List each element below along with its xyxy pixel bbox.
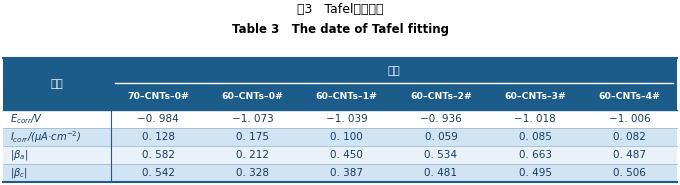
Text: −1. 073: −1. 073 xyxy=(232,114,273,124)
Bar xyxy=(488,128,582,146)
Bar xyxy=(111,128,205,146)
Bar xyxy=(205,146,300,164)
Bar xyxy=(205,110,300,128)
Text: 0. 212: 0. 212 xyxy=(236,150,269,160)
Bar xyxy=(488,83,582,110)
Text: 60–CNTs–4#: 60–CNTs–4# xyxy=(598,92,660,101)
Bar xyxy=(300,128,394,146)
Text: 0. 387: 0. 387 xyxy=(330,168,363,178)
Bar xyxy=(582,164,677,182)
Bar xyxy=(488,146,582,164)
Text: 0. 487: 0. 487 xyxy=(613,150,646,160)
Text: −1. 018: −1. 018 xyxy=(514,114,556,124)
Bar xyxy=(111,83,205,110)
Text: 0. 100: 0. 100 xyxy=(330,132,363,142)
Text: 60–CNTs–3#: 60–CNTs–3# xyxy=(505,92,566,101)
Bar xyxy=(3,110,111,128)
Bar xyxy=(394,128,488,146)
Bar xyxy=(111,146,205,164)
Bar xyxy=(300,110,394,128)
Text: −1. 039: −1. 039 xyxy=(326,114,368,124)
Bar xyxy=(394,110,488,128)
Bar xyxy=(394,164,488,182)
Bar xyxy=(111,110,205,128)
Text: |$\beta_c$|: |$\beta_c$| xyxy=(10,166,28,180)
Bar xyxy=(394,83,488,110)
Bar xyxy=(3,58,111,110)
Bar xyxy=(111,58,677,83)
Text: 0. 481: 0. 481 xyxy=(424,168,458,178)
Text: 项目: 项目 xyxy=(51,79,64,89)
Text: −1. 006: −1. 006 xyxy=(609,114,650,124)
Text: 0. 082: 0. 082 xyxy=(613,132,646,142)
Text: 70–CNTs–0#: 70–CNTs–0# xyxy=(127,92,189,101)
Bar xyxy=(488,110,582,128)
Bar xyxy=(582,110,677,128)
Text: 0. 059: 0. 059 xyxy=(424,132,458,142)
Bar xyxy=(582,83,677,110)
Text: 样品: 样品 xyxy=(388,66,401,76)
Bar xyxy=(111,164,205,182)
Text: 0. 328: 0. 328 xyxy=(236,168,269,178)
Bar xyxy=(3,146,111,164)
Text: 0. 495: 0. 495 xyxy=(519,168,551,178)
Bar xyxy=(394,146,488,164)
Text: −0. 936: −0. 936 xyxy=(420,114,462,124)
Bar xyxy=(300,146,394,164)
Bar xyxy=(300,164,394,182)
Text: 表3   Tafel拟合结果: 表3 Tafel拟合结果 xyxy=(296,3,384,16)
Text: 60–CNTs–1#: 60–CNTs–1# xyxy=(316,92,377,101)
Bar xyxy=(300,83,394,110)
Text: 0. 534: 0. 534 xyxy=(424,150,458,160)
Bar xyxy=(582,128,677,146)
Bar xyxy=(205,164,300,182)
Bar xyxy=(205,83,300,110)
Bar xyxy=(205,128,300,146)
Text: −0. 984: −0. 984 xyxy=(137,114,179,124)
Text: 60–CNTs–2#: 60–CNTs–2# xyxy=(410,92,472,101)
Bar xyxy=(3,128,111,146)
Text: 0. 450: 0. 450 xyxy=(330,150,363,160)
Text: 0. 506: 0. 506 xyxy=(613,168,646,178)
Text: Table 3   The date of Tafel fitting: Table 3 The date of Tafel fitting xyxy=(231,23,449,36)
Text: |$\beta_a$|: |$\beta_a$| xyxy=(10,148,29,162)
Bar xyxy=(3,164,111,182)
Bar xyxy=(582,146,677,164)
Text: 0. 582: 0. 582 xyxy=(141,150,175,160)
Text: 0. 542: 0. 542 xyxy=(141,168,175,178)
Text: 0. 085: 0. 085 xyxy=(519,132,551,142)
Text: 60–CNTs–0#: 60–CNTs–0# xyxy=(222,92,284,101)
Bar xyxy=(488,164,582,182)
Text: $I_{corr}$/(μA·cm$^{-2}$): $I_{corr}$/(μA·cm$^{-2}$) xyxy=(10,129,82,145)
Text: $E_{corr}$/V: $E_{corr}$/V xyxy=(10,112,43,126)
Text: 0. 175: 0. 175 xyxy=(236,132,269,142)
Text: 0. 128: 0. 128 xyxy=(141,132,175,142)
Text: 0. 663: 0. 663 xyxy=(519,150,551,160)
